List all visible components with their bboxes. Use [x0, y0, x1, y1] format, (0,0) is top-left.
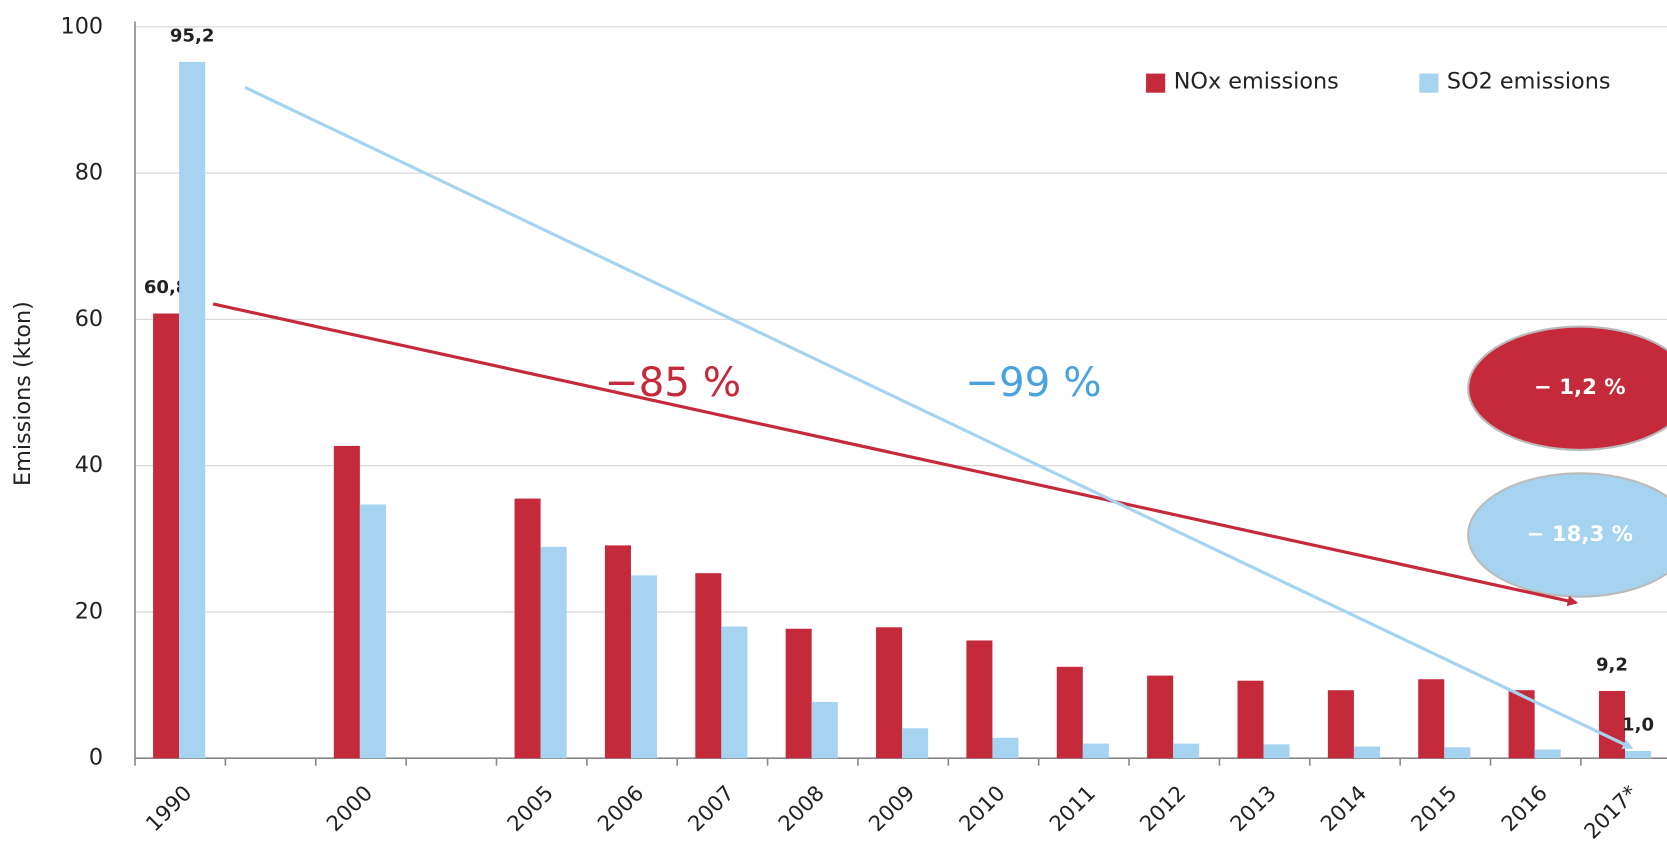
- legend-swatch: [1146, 73, 1166, 93]
- y-tick-label: 80: [75, 160, 103, 186]
- x-tick-label: 2016: [1497, 781, 1553, 837]
- bar: [1173, 743, 1200, 759]
- bar: [1508, 690, 1535, 759]
- y-tick-label: 20: [75, 598, 103, 624]
- bar: [876, 627, 903, 759]
- bar: [1082, 743, 1109, 759]
- bar: [179, 61, 206, 759]
- value-label: 95,2: [170, 25, 215, 46]
- bar: [1237, 680, 1264, 759]
- x-tick-label: 2008: [774, 781, 830, 837]
- x-tick-label: 2005: [503, 781, 559, 837]
- x-tick-label: 2013: [1226, 781, 1282, 837]
- bar: [966, 640, 993, 759]
- bar: [1147, 675, 1174, 759]
- bar: [1598, 690, 1626, 759]
- bar: [1263, 744, 1290, 759]
- x-tick-label: 1990: [141, 781, 197, 837]
- bar: [1534, 749, 1561, 759]
- bar: [630, 575, 658, 759]
- value-label: 60,8: [144, 277, 189, 298]
- bar: [153, 313, 180, 759]
- x-tick-label: 2015: [1406, 781, 1462, 837]
- x-tick-label: 2017*: [1580, 781, 1643, 844]
- bar: [1418, 679, 1445, 759]
- y-axis-title: Emissions (kton): [10, 301, 36, 486]
- x-tick-label: 2009: [864, 781, 920, 837]
- trend-arrow: [212, 302, 1579, 607]
- bar: [604, 545, 631, 759]
- badge-label: − 18,3 %: [1527, 522, 1633, 547]
- badge-label: − 1,2 %: [1534, 375, 1626, 400]
- bar: [695, 573, 722, 759]
- x-tick-label: 2000: [322, 781, 378, 837]
- y-tick-label: 0: [89, 745, 103, 771]
- legend-label: SO2 emissions: [1447, 69, 1611, 95]
- bar: [902, 728, 929, 759]
- badge: [1467, 472, 1667, 598]
- bar: [514, 498, 541, 759]
- annotation: −85 %: [605, 359, 741, 406]
- bar: [359, 504, 386, 759]
- legend-label: NOx emissions: [1174, 69, 1339, 95]
- trend-arrow: [244, 85, 1634, 750]
- bar: [811, 701, 838, 759]
- y-tick-label: 40: [75, 452, 103, 478]
- x-tick-label: 2012: [1135, 781, 1191, 837]
- x-tick-label: 2007: [683, 781, 739, 837]
- value-label: 9,2: [1596, 654, 1628, 675]
- y-tick-label: 100: [61, 13, 104, 39]
- bar: [540, 546, 567, 759]
- legend-swatch: [1419, 73, 1439, 93]
- bar: [1353, 746, 1380, 759]
- x-tick-label: 2011: [1045, 781, 1101, 837]
- bar: [721, 626, 748, 759]
- bar: [1056, 666, 1083, 759]
- bar: [333, 445, 360, 759]
- bar: [1625, 750, 1652, 759]
- bar: [785, 628, 812, 759]
- badge: [1467, 325, 1667, 451]
- bar: [992, 737, 1019, 759]
- bar: [1444, 747, 1471, 759]
- y-tick-label: 60: [75, 306, 103, 332]
- x-tick-label: 2010: [955, 781, 1011, 837]
- x-tick-label: 2006: [593, 781, 649, 837]
- bar: [1327, 690, 1354, 759]
- x-tick-label: 2014: [1316, 781, 1372, 837]
- annotation: −99 %: [965, 359, 1101, 406]
- value-label: 1,0: [1622, 714, 1654, 735]
